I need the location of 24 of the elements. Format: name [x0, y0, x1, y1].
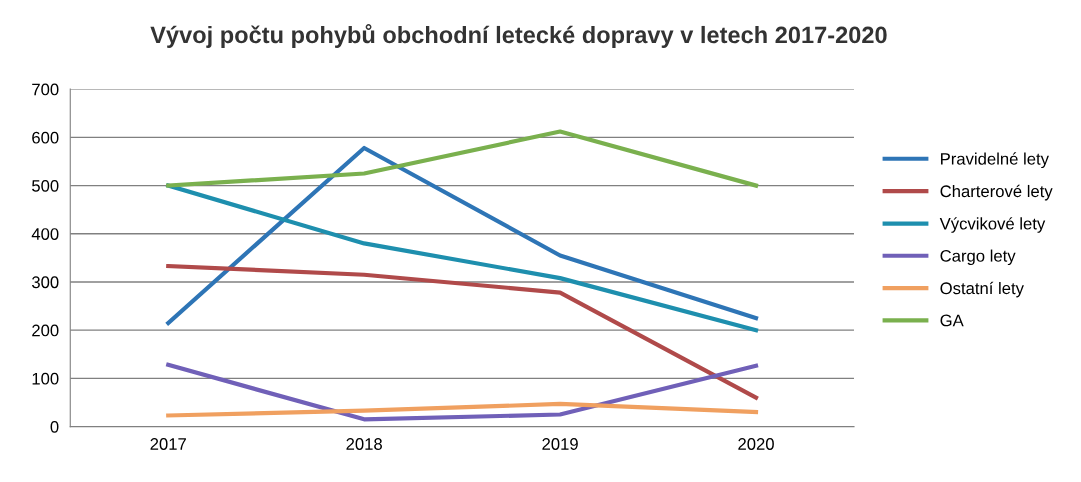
chart-title: Vývoj počtu pohybů obchodní letecké dopravy v letech 2017-2020 [150, 24, 887, 48]
legend-label: Pravidelné lety [941, 152, 1049, 169]
y-tick-label: 500 [32, 179, 59, 192]
legend-label: GA [940, 314, 964, 327]
y-tick-label: 200 [32, 324, 59, 337]
y-tick-label: 300 [31, 276, 59, 289]
x-tick-label: 2020 [738, 438, 774, 450]
y-tick-label: 600 [32, 131, 59, 144]
line-series [166, 401, 759, 418]
x-tick-label: 2018 [346, 438, 382, 450]
x-tick-label: 2019 [542, 438, 578, 450]
y-tick-label: 0 [50, 420, 59, 433]
y-tick-label: 100 [32, 372, 59, 385]
legend-label: Výcvikové lety [939, 217, 1046, 233]
legend-label: Cargo lety [940, 249, 1016, 266]
x-tick-label: 2017 [150, 438, 186, 450]
line-series [166, 263, 759, 400]
line-series [166, 183, 759, 333]
legend-label: Ostatní lety [940, 281, 1024, 298]
line-series [166, 362, 759, 422]
y-tick-label: 700 [32, 83, 59, 96]
line-series [166, 145, 759, 326]
legend-label: Charterové lety [940, 184, 1053, 201]
y-tick-label: 400 [31, 228, 59, 240]
